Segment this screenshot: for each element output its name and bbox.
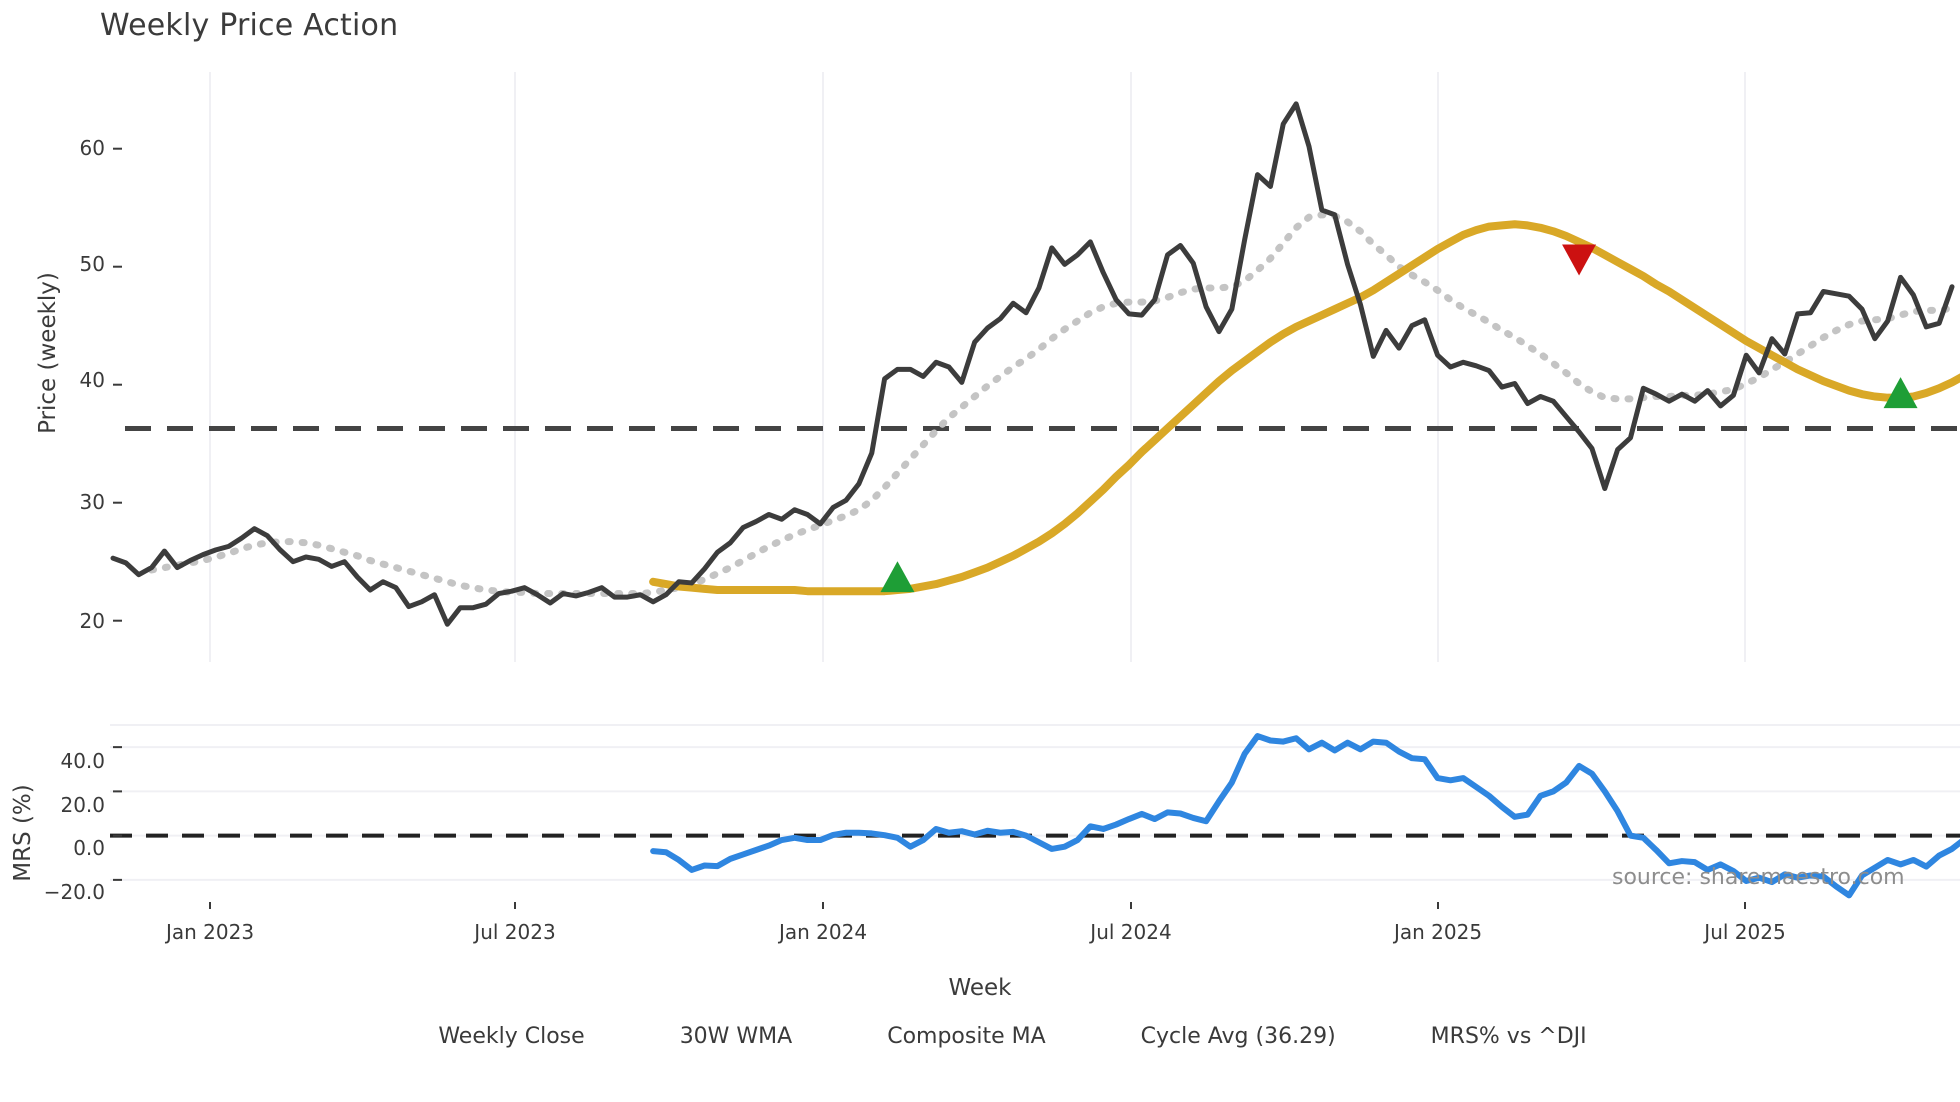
legend-item[interactable]: Cycle Avg (36.29) (1076, 1024, 1336, 1049)
xtick-jan-2024: Jan 2024 (778, 920, 868, 944)
legend-label: MRS% vs ^DJI (1430, 1024, 1587, 1049)
xtick-jul-2023: Jul 2023 (474, 920, 556, 944)
legend-label: 30W WMA (679, 1024, 793, 1049)
price-ytick-60: 60 (79, 136, 105, 160)
x-axis-label: Week (948, 975, 1012, 1001)
mrs-ytick-minus20: −20.0 (43, 880, 105, 904)
xtick-jan-2023: Jan 2023 (165, 920, 255, 944)
price-ytick-50: 50 (79, 252, 105, 276)
mrs-ytick-40: 40.0 (60, 749, 105, 773)
sell-marker-icon[interactable] (1562, 244, 1597, 276)
chart-legend: Weekly Close 30W WMA Composite MA Cycle Avg… (0, 1024, 1960, 1049)
page-title: Weekly Price Action (100, 8, 399, 43)
price-ytick-40: 40 (79, 368, 105, 392)
mrs-line (650, 733, 1960, 899)
legend-item[interactable]: 30W WMA (615, 1024, 793, 1049)
legend-label: Weekly Close (438, 1024, 585, 1049)
legend-item[interactable]: Weekly Close (373, 1024, 584, 1049)
xtick-jul-2025: Jul 2025 (1704, 920, 1786, 944)
composite-ma-line (148, 211, 1956, 598)
weekly-close-line (110, 101, 1955, 627)
xtick-jan-2025: Jan 2025 (1393, 920, 1483, 944)
mrs-ytick-0: 0.0 (73, 836, 105, 860)
legend-item[interactable]: MRS% vs ^DJI (1366, 1024, 1587, 1049)
mrs-ytick-20: 20.0 (60, 793, 105, 817)
price-ytick-20: 20 (79, 609, 105, 633)
legend-label: Cycle Avg (36.29) (1140, 1024, 1336, 1049)
legend-label: Composite MA (887, 1024, 1046, 1049)
price-ytick-30: 30 (79, 490, 105, 514)
source-watermark: source: sharemaestro.com (1612, 865, 1905, 890)
xtick-jul-2024: Jul 2024 (1090, 920, 1172, 944)
buy-marker-icon[interactable] (1883, 377, 1918, 409)
wma30-line (649, 220, 1960, 596)
buy-marker-icon[interactable] (880, 561, 915, 593)
legend-item[interactable]: Composite MA (822, 1024, 1045, 1049)
